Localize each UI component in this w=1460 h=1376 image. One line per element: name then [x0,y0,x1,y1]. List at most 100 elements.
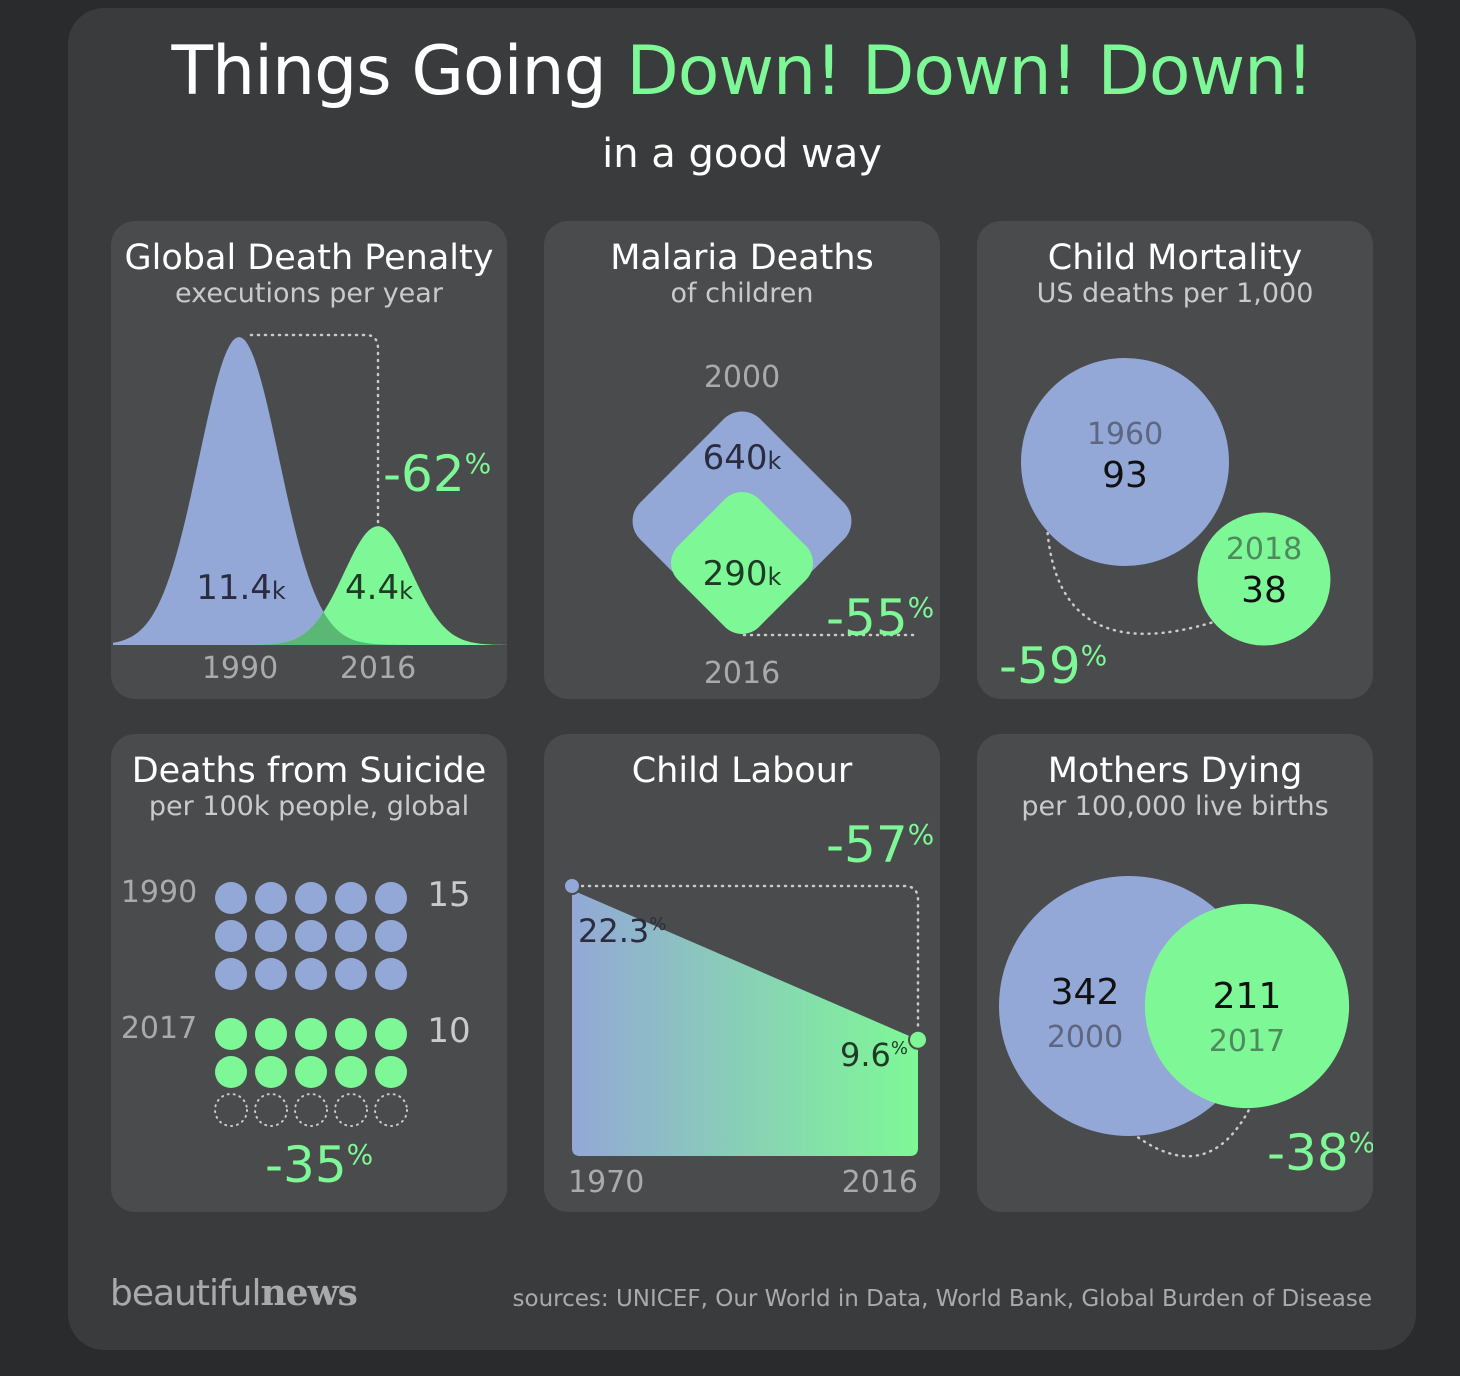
card-subtitle: executions per year [175,278,443,309]
card-death-penalty: Global Death Penalty executions per year… [111,221,507,699]
card-child-mortality: Child Mortality US deaths per 1,000 1960… [977,221,1373,699]
unit-dot [375,958,407,990]
point-2016 [908,1029,928,1050]
year-2018: 2018 [1226,532,1302,567]
change-label: -38% [1267,1124,1373,1182]
value-number: 11.4 [196,568,272,608]
labour-area [572,890,918,1156]
child-labour-chart: 22.3% 9.6% 1970 2016 -57% [563,816,934,1200]
change-label: -55% [826,589,934,647]
circle-1960 [1021,358,1229,566]
card-subtitle: of children [670,278,814,309]
missing-dot [294,1093,328,1127]
value-number: 4.4 [345,568,399,608]
year-2000: 2000 [704,360,780,395]
card-subtitle: US deaths per 1,000 [1036,278,1314,309]
card-mothers: Mothers Dying per 100,000 live births 34… [977,734,1373,1212]
unit-dot [375,920,407,952]
connector-dotted-line [1045,524,1219,635]
change-label: -62% [383,445,491,503]
value-unit: k [768,563,782,591]
value-number: 640 [703,438,768,478]
change-unit: % [908,818,935,851]
child-mortality-chart: 1960 93 2018 38 -59% [999,358,1331,695]
unit-dot [255,882,287,914]
point-1970 [563,877,581,895]
unit-dot [215,882,247,914]
unit-dot [375,1056,407,1088]
suicide-chart: 1990 2017 15 10 -35% [121,875,471,1194]
page-title: Things Going Down! Down! Down! [68,38,1416,106]
value-2016: 9.6% [840,1036,908,1074]
unit-dot [215,1056,247,1088]
value-2000: 342 [1051,972,1120,1013]
missing-dot [214,1093,248,1127]
unit-dot [375,882,407,914]
change-label: -57% [826,816,934,874]
beautifulnews-logo: beautifulnews [110,1275,358,1312]
title-plain: Things Going [171,32,627,111]
change-value: -62 [383,445,465,503]
unit-dot [295,958,327,990]
unit-dot [295,920,327,952]
missing-dot [334,1093,368,1127]
change-value: -55 [826,589,908,647]
card-title: Child Mortality [1047,238,1303,278]
title-accent: Down! Down! Down! [626,32,1313,111]
value-number: 9.6 [840,1036,891,1074]
value-unit: k [768,447,782,475]
value-1970: 22.3% [578,912,666,950]
card-suicide: Deaths from Suicide per 100k people, glo… [111,734,507,1212]
value-1990: 11.4k [196,568,286,608]
value-unit: % [891,1038,908,1059]
year-2016: 2016 [340,651,416,686]
missing-dot [254,1093,288,1127]
unit-dot [335,882,367,914]
peak-2016 [231,526,507,645]
year-1990: 1990 [121,875,197,910]
card-subtitle: per 100k people, global [148,791,470,822]
change-value: -38 [1267,1124,1349,1182]
value-unit: k [399,577,413,605]
unit-dot [215,958,247,990]
year-2016: 2016 [842,1165,918,1200]
unit-dot [215,920,247,952]
sources-text: sources: UNICEF, Our World in Data, Worl… [512,1286,1372,1312]
card-title: Malaria Deaths [610,238,874,278]
change-label: -35% [265,1136,373,1194]
year-1970: 1970 [568,1165,644,1200]
card-child-labour: Child Labour 22.3% 9.6% 1970 2016 -57% [544,734,940,1212]
unit-dot [375,1018,407,1050]
unit-dot [215,1018,247,1050]
year-2017: 2017 [1209,1024,1285,1059]
missing-dot [374,1093,408,1127]
page-subtitle: in a good way [602,131,882,177]
change-unit: % [1349,1126,1373,1159]
card-title: Deaths from Suicide [131,751,487,791]
death-penalty-chart: 11.4k 4.4k 1990 2016 -62% [113,333,507,686]
unit-dot [255,920,287,952]
value-unit: % [649,914,666,935]
diamond-2016 [671,492,813,634]
connector-dotted-line [580,884,920,1032]
value-2000: 640k [703,438,782,478]
unit-dot [335,1018,367,1050]
unit-dot [255,1056,287,1088]
peak-1990 [113,337,441,645]
connector-dotted-line [1125,1102,1254,1158]
unit-dot [295,1018,327,1050]
circle-2017 [1144,903,1350,1109]
unit-dot [335,1056,367,1088]
value-number: 290 [703,554,768,594]
value-1990: 15 [427,875,470,915]
card-subtitle: per 100,000 live births [1021,791,1329,822]
unit-dot [255,1018,287,1050]
change-unit: % [1081,639,1108,672]
card-title: Global Death Penalty [124,238,494,278]
change-value: -59 [999,637,1081,695]
change-unit: % [908,591,935,624]
change-label: -59% [999,637,1107,695]
unit-dot [335,958,367,990]
year-1960: 1960 [1087,417,1163,452]
value-2017: 10 [427,1011,470,1051]
